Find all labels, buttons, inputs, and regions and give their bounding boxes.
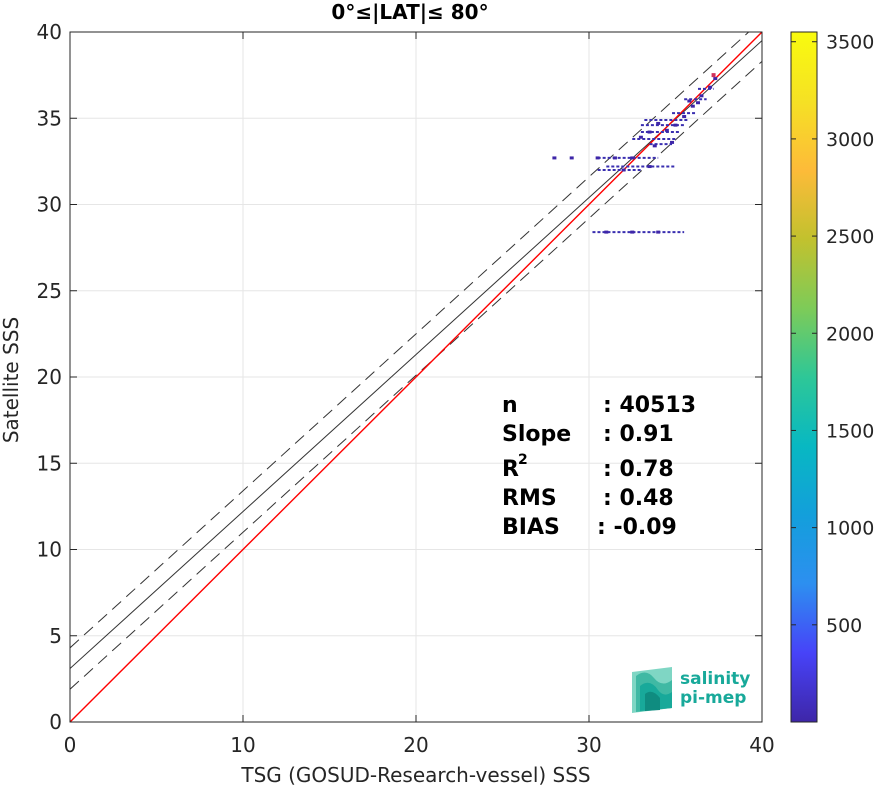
x-tick-label: 10 (230, 733, 255, 757)
stat-slope-value: : 0.91 (603, 422, 674, 447)
stat-r2-sup: 2 (518, 452, 528, 468)
colorbar-tick-label: 3500 (826, 32, 874, 54)
stat-bias-label: BIAS (502, 515, 560, 540)
y-tick-label: 40 (37, 20, 62, 44)
fit-lower-bound-line (70, 60, 762, 690)
x-tick-label: 30 (576, 733, 601, 757)
data-point (708, 85, 713, 89)
data-point (595, 156, 600, 160)
data-point (713, 77, 718, 81)
regression-lines (70, 32, 762, 722)
x-tick-label: 0 (64, 733, 77, 757)
stat-rms-value: : 0.48 (603, 486, 674, 511)
data-point (673, 123, 678, 127)
data-point (687, 99, 692, 103)
data-point (652, 144, 657, 148)
stat-n-value: : 40513 (603, 393, 696, 418)
y-tick-label: 20 (37, 365, 62, 389)
y-tick-label: 25 (37, 279, 62, 303)
data-point (682, 115, 687, 119)
stat-bias-value: : -0.09 (597, 515, 677, 540)
x-axis-label: TSG (GOSUD-Research-vessel) SSS (240, 763, 590, 787)
colorbar-ticks: 500 1000 1500 2000 2500 3000 3500 (791, 32, 874, 637)
data-point (630, 156, 635, 160)
data-point (647, 130, 652, 134)
stat-rms-label: RMS (502, 486, 557, 511)
x-tick-label: 40 (749, 733, 774, 757)
data-point (621, 168, 626, 172)
data-point (552, 156, 557, 160)
y-tick-label: 35 (37, 106, 62, 130)
colorbar (790, 31, 818, 723)
logo-text-line2: pi-mep (680, 688, 746, 708)
data-point (647, 165, 652, 169)
fit-line (70, 40, 762, 669)
data-points (552, 73, 718, 234)
identity-line (70, 32, 762, 722)
chart-title: 0°≤|LAT|≤ 80° (331, 0, 488, 24)
data-point (690, 104, 695, 108)
data-point (656, 230, 661, 234)
x-tick-label: 20 (403, 733, 428, 757)
colorbar-tick-label: 2500 (826, 226, 874, 248)
colorbar-tick-label: 2000 (826, 323, 874, 345)
data-point (604, 230, 609, 234)
colorbar-tick-label: 3000 (826, 129, 874, 151)
logo-text-line1: salinity (680, 669, 750, 689)
stat-n-label: n (502, 393, 518, 418)
data-point (670, 140, 675, 144)
colorbar-tick-label: 1000 (826, 518, 874, 540)
stat-r2-label: R (502, 457, 519, 482)
data-point (612, 156, 617, 160)
y-tick-label: 0 (49, 710, 62, 734)
data-point (638, 135, 643, 139)
data-point (630, 230, 635, 234)
data-point (664, 128, 669, 132)
y-tick-label: 10 (37, 538, 62, 562)
salinity-pi-mep-logo: salinity pi-mep (632, 667, 750, 713)
data-point (695, 101, 700, 105)
colorbar-tick-label: 1500 (826, 420, 874, 442)
y-tick-label: 15 (37, 451, 62, 475)
y-tick-label: 30 (37, 193, 62, 217)
stat-r2-value: : 0.78 (603, 457, 674, 482)
fit-upper-bound-line (70, 32, 750, 649)
data-point (569, 156, 574, 160)
colorbar-tick-label: 500 (826, 615, 862, 637)
logo-wave-icon (632, 667, 672, 713)
y-axis-ticks: 0 5 10 15 20 25 30 35 40 (37, 20, 762, 734)
y-tick-label: 5 (49, 624, 62, 648)
x-axis-ticks: 0 10 20 30 40 (64, 32, 775, 757)
data-point-highlight (711, 73, 716, 78)
data-point (656, 121, 661, 125)
stats-panel: n : 40513 Slope : 0.91 R 2 : 0.78 RMS : … (502, 393, 696, 540)
stat-slope-label: Slope (502, 422, 571, 447)
data-point (699, 94, 704, 98)
y-axis-label: Satellite SSS (0, 317, 23, 443)
